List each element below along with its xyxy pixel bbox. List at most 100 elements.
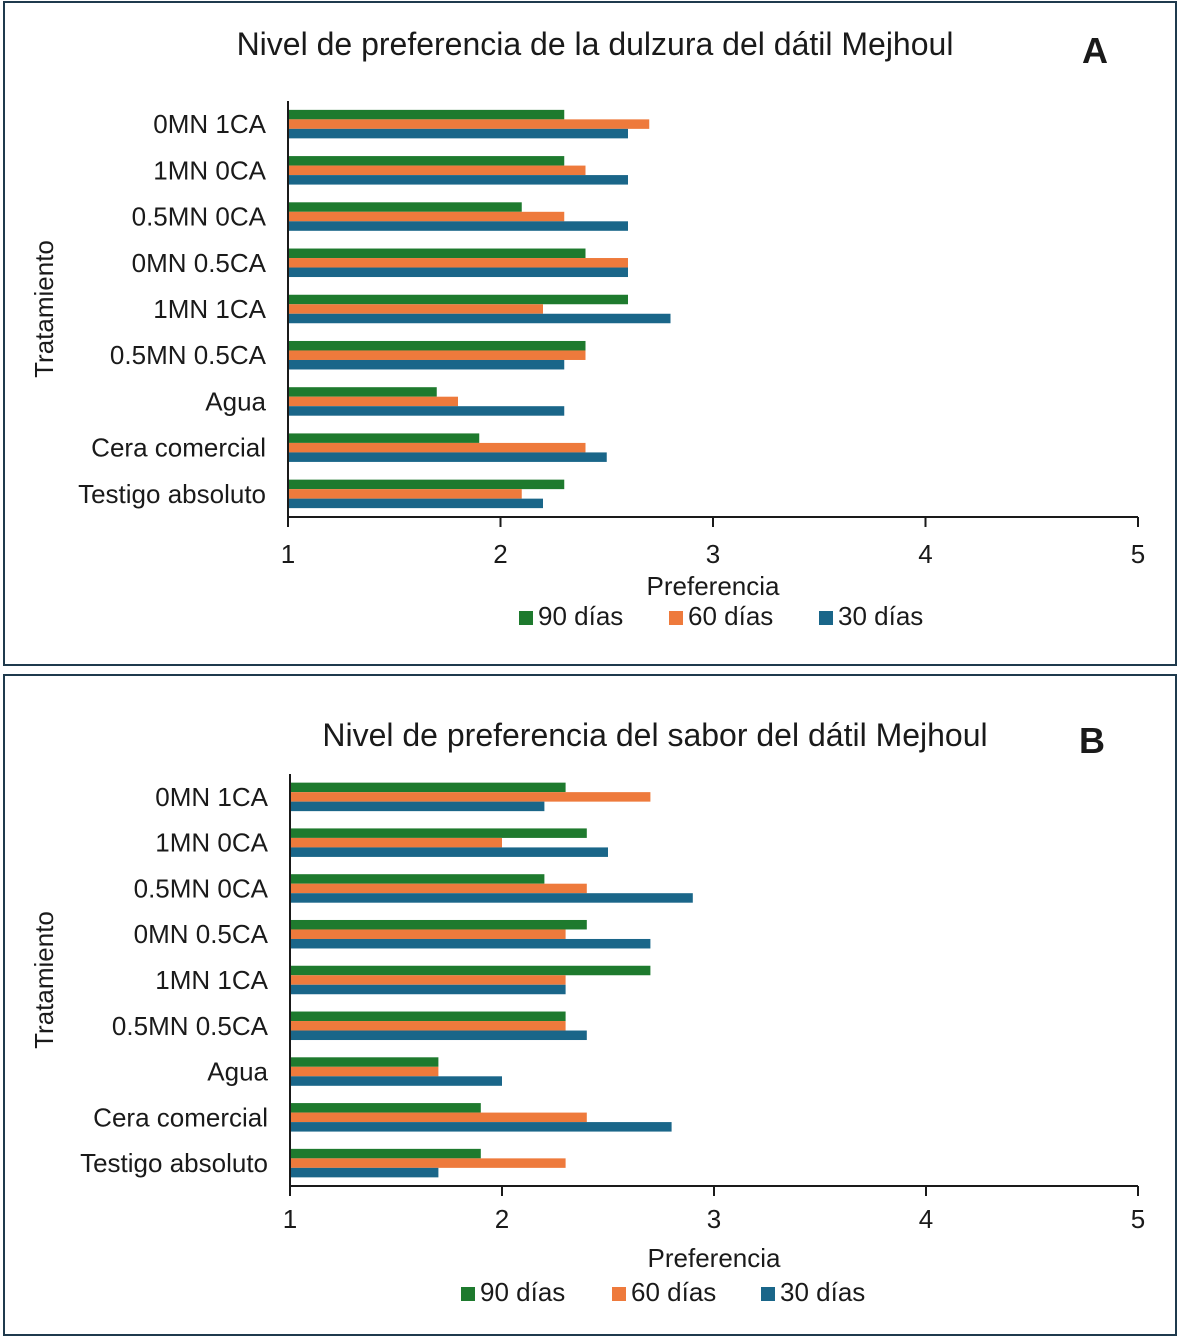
x-tick-label: 2 xyxy=(493,539,507,569)
bar-90-dias-6 xyxy=(288,340,586,351)
category-label: Cera comercial xyxy=(91,433,266,463)
bar-60-dias-3 xyxy=(288,211,565,222)
legend-swatch xyxy=(761,1287,775,1301)
bar-30-dias-7 xyxy=(288,406,565,416)
legend-label: 90 días xyxy=(480,1277,565,1307)
chart-panel-b: Nivel de preferencia del sabor del dátil… xyxy=(3,674,1177,1336)
category-label: Agua xyxy=(207,1057,268,1087)
category-label: 0MN 0.5CA xyxy=(132,248,267,278)
bar-60-dias-3 xyxy=(290,883,587,894)
category-label: 1MN 0CA xyxy=(155,828,268,858)
bar-30-dias-4 xyxy=(288,267,628,278)
bar-30-dias-9 xyxy=(288,498,543,509)
bar-60-dias-8 xyxy=(288,442,586,453)
x-tick-label: 3 xyxy=(706,539,720,569)
bar-60-dias-1 xyxy=(288,119,650,129)
x-tick-label: 5 xyxy=(1131,1204,1145,1234)
legend-label: 90 días xyxy=(538,601,623,631)
bar-60-dias-9 xyxy=(288,489,522,499)
legend-label: 60 días xyxy=(631,1277,716,1307)
bar-30-dias-2 xyxy=(288,175,628,185)
legend-swatch xyxy=(461,1287,475,1301)
bar-30-dias-3 xyxy=(290,893,693,903)
bar-90-dias-2 xyxy=(290,828,587,838)
bar-60-dias-6 xyxy=(290,1021,566,1031)
category-label: 0MN 1CA xyxy=(153,109,266,139)
bar-60-dias-4 xyxy=(288,258,628,268)
x-tick-label: 5 xyxy=(1131,539,1145,569)
bar-30-dias-6 xyxy=(288,359,565,370)
bar-30-dias-2 xyxy=(290,847,608,857)
bar-30-dias-8 xyxy=(290,1122,672,1132)
bar-60-dias-9 xyxy=(290,1158,566,1168)
chart-title: Nivel de preferencia del sabor del dátil… xyxy=(322,717,987,753)
bar-30-dias-9 xyxy=(290,1167,439,1178)
bar-90-dias-3 xyxy=(290,874,545,884)
bar-90-dias-5 xyxy=(288,294,628,305)
bar-90-dias-5 xyxy=(290,965,651,976)
bar-30-dias-8 xyxy=(288,452,607,462)
chart-panel-a: Nivel de preferencia de la dulzura del d… xyxy=(3,1,1177,666)
category-label: Testigo absoluto xyxy=(80,1148,268,1178)
x-tick-label: 2 xyxy=(495,1204,509,1234)
bar-60-dias-5 xyxy=(288,304,543,314)
x-tick-label: 1 xyxy=(281,539,295,569)
bar-30-dias-3 xyxy=(288,221,628,231)
x-tick-label: 3 xyxy=(707,1204,721,1234)
bar-90-dias-8 xyxy=(288,433,480,443)
category-label: 0.5MN 0CA xyxy=(134,873,269,903)
bar-30-dias-5 xyxy=(290,984,566,995)
bar-90-dias-6 xyxy=(290,1011,566,1022)
category-label: 0.5MN 0CA xyxy=(132,202,267,232)
legend-swatch xyxy=(612,1287,626,1301)
legend-swatch xyxy=(519,611,533,625)
bar-60-dias-7 xyxy=(288,396,458,407)
category-label: 0MN 1CA xyxy=(155,782,268,812)
category-label: Testigo absoluto xyxy=(78,479,266,509)
legend-label: 60 días xyxy=(688,601,773,631)
legend-swatch xyxy=(819,611,833,625)
y-axis-label: Tratamiento xyxy=(29,911,59,1049)
x-tick-label: 4 xyxy=(918,539,932,569)
bar-90-dias-4 xyxy=(288,248,586,259)
bar-30-dias-5 xyxy=(288,313,671,324)
bar-30-dias-1 xyxy=(290,801,545,812)
chart-a-svg: Nivel de preferencia de la dulzura del d… xyxy=(29,26,1145,631)
bar-90-dias-4 xyxy=(290,919,587,930)
x-tick-label: 4 xyxy=(919,1204,933,1234)
bar-60-dias-5 xyxy=(290,975,566,985)
category-label: 0.5MN 0.5CA xyxy=(112,1011,269,1041)
x-axis-label: Preferencia xyxy=(647,571,780,601)
x-axis-label: Preferencia xyxy=(648,1243,781,1273)
bar-30-dias-4 xyxy=(290,938,651,949)
bar-90-dias-2 xyxy=(288,156,565,166)
bar-90-dias-8 xyxy=(290,1103,481,1113)
category-label: Cera comercial xyxy=(93,1102,268,1132)
panel-label: B xyxy=(1079,720,1105,761)
x-tick-label: 1 xyxy=(283,1204,297,1234)
legend-label: 30 días xyxy=(780,1277,865,1307)
bar-30-dias-7 xyxy=(290,1076,502,1086)
category-label: 1MN 1CA xyxy=(153,294,266,324)
bar-60-dias-1 xyxy=(290,792,651,802)
bar-90-dias-7 xyxy=(288,387,437,397)
legend-label: 30 días xyxy=(838,601,923,631)
bar-60-dias-2 xyxy=(288,165,586,176)
category-label: 1MN 1CA xyxy=(155,965,268,995)
category-label: 0.5MN 0.5CA xyxy=(110,340,267,370)
category-label: 0MN 0.5CA xyxy=(134,919,269,949)
bar-60-dias-4 xyxy=(290,929,566,939)
bar-30-dias-1 xyxy=(288,128,628,139)
bar-90-dias-1 xyxy=(290,782,566,793)
category-label: 1MN 0CA xyxy=(153,155,266,185)
bar-90-dias-9 xyxy=(288,479,565,490)
bar-90-dias-3 xyxy=(288,202,522,212)
bar-60-dias-6 xyxy=(288,350,586,360)
legend-swatch xyxy=(669,611,683,625)
chart-b-svg: Nivel de preferencia del sabor del dátil… xyxy=(29,717,1145,1307)
panel-label: A xyxy=(1082,30,1108,71)
bar-90-dias-1 xyxy=(288,109,565,120)
bar-60-dias-8 xyxy=(290,1112,587,1123)
chart-title: Nivel de preferencia de la dulzura del d… xyxy=(237,26,954,62)
category-label: Agua xyxy=(205,386,266,416)
